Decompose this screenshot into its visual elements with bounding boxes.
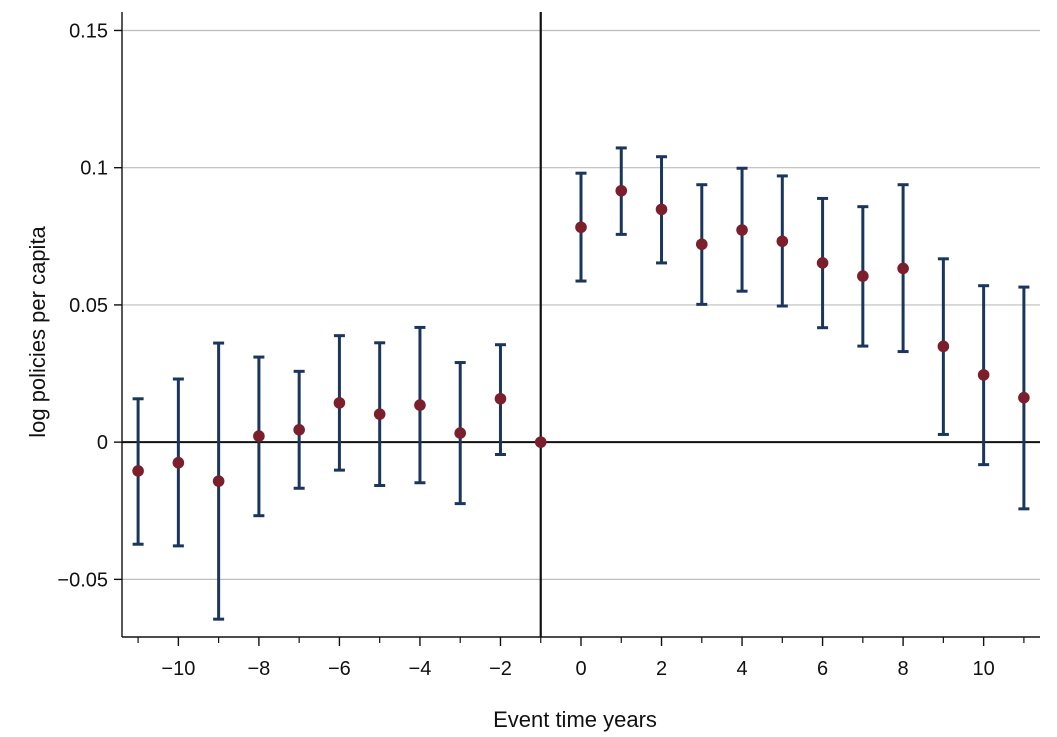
point-estimate--5 [373, 408, 386, 420]
point-estimate--3 [454, 427, 467, 439]
y-axis-title: log policies per capita [25, 225, 50, 437]
x-tick-label-8: 6 [817, 658, 828, 680]
reference-lines [122, 12, 1040, 637]
point-estimate-1 [615, 184, 628, 197]
x-tick-label-6: 2 [656, 658, 667, 680]
x-tick-label-1: −8 [247, 658, 270, 680]
point-estimate-4 [736, 224, 748, 236]
x-axis-title: Event time years [493, 707, 657, 732]
error-bars [132, 146, 1030, 621]
y-tick-label-3: 0.1 [80, 158, 108, 180]
point-estimate-7 [857, 270, 869, 282]
point-estimate-3 [695, 238, 708, 251]
y-tick-label-1: 0 [97, 432, 108, 454]
y-tick-label-4: 0.15 [69, 20, 108, 42]
point-estimate--7 [293, 423, 305, 436]
x-tick-label-7: 4 [736, 658, 747, 680]
point-estimate-11 [1018, 391, 1030, 404]
x-tick-label-0: −10 [161, 658, 195, 680]
x-tick-label-5: 0 [575, 658, 586, 680]
x-tick-label-3: −4 [409, 658, 432, 680]
point-estimate--2 [494, 392, 507, 405]
point-estimate--6 [333, 397, 346, 409]
point-estimates [132, 184, 1030, 487]
point-estimate-2 [655, 203, 668, 216]
y-tick-label-2: 0.05 [69, 295, 108, 317]
axes: −0.05 0 0.05 0.1 0.15 −10 −8 −6 −4 −2 0 2 4 6 8 10 [57, 12, 1040, 680]
point-estimate-5 [776, 235, 789, 248]
point-estimate-6 [816, 257, 829, 269]
x-tick-label-4: −2 [489, 658, 512, 680]
point-estimate--10 [172, 456, 185, 469]
y-tick-label-0: −0.05 [57, 569, 108, 591]
gridlines [122, 29, 1040, 580]
point-estimate--4 [414, 399, 426, 411]
point-estimate--9 [212, 475, 225, 487]
point-estimate--8 [253, 430, 265, 442]
x-tick-label-9: 8 [898, 658, 909, 680]
x-tick-label-10: 10 [973, 658, 995, 680]
point-estimate--1 [534, 436, 547, 448]
point-estimate-10 [977, 369, 990, 381]
point-estimate-9 [937, 340, 950, 353]
x-tick-label-2: −6 [328, 658, 351, 680]
point-estimate-0 [575, 221, 587, 234]
point-estimate-8 [897, 262, 909, 275]
point-estimate--11 [132, 465, 144, 477]
